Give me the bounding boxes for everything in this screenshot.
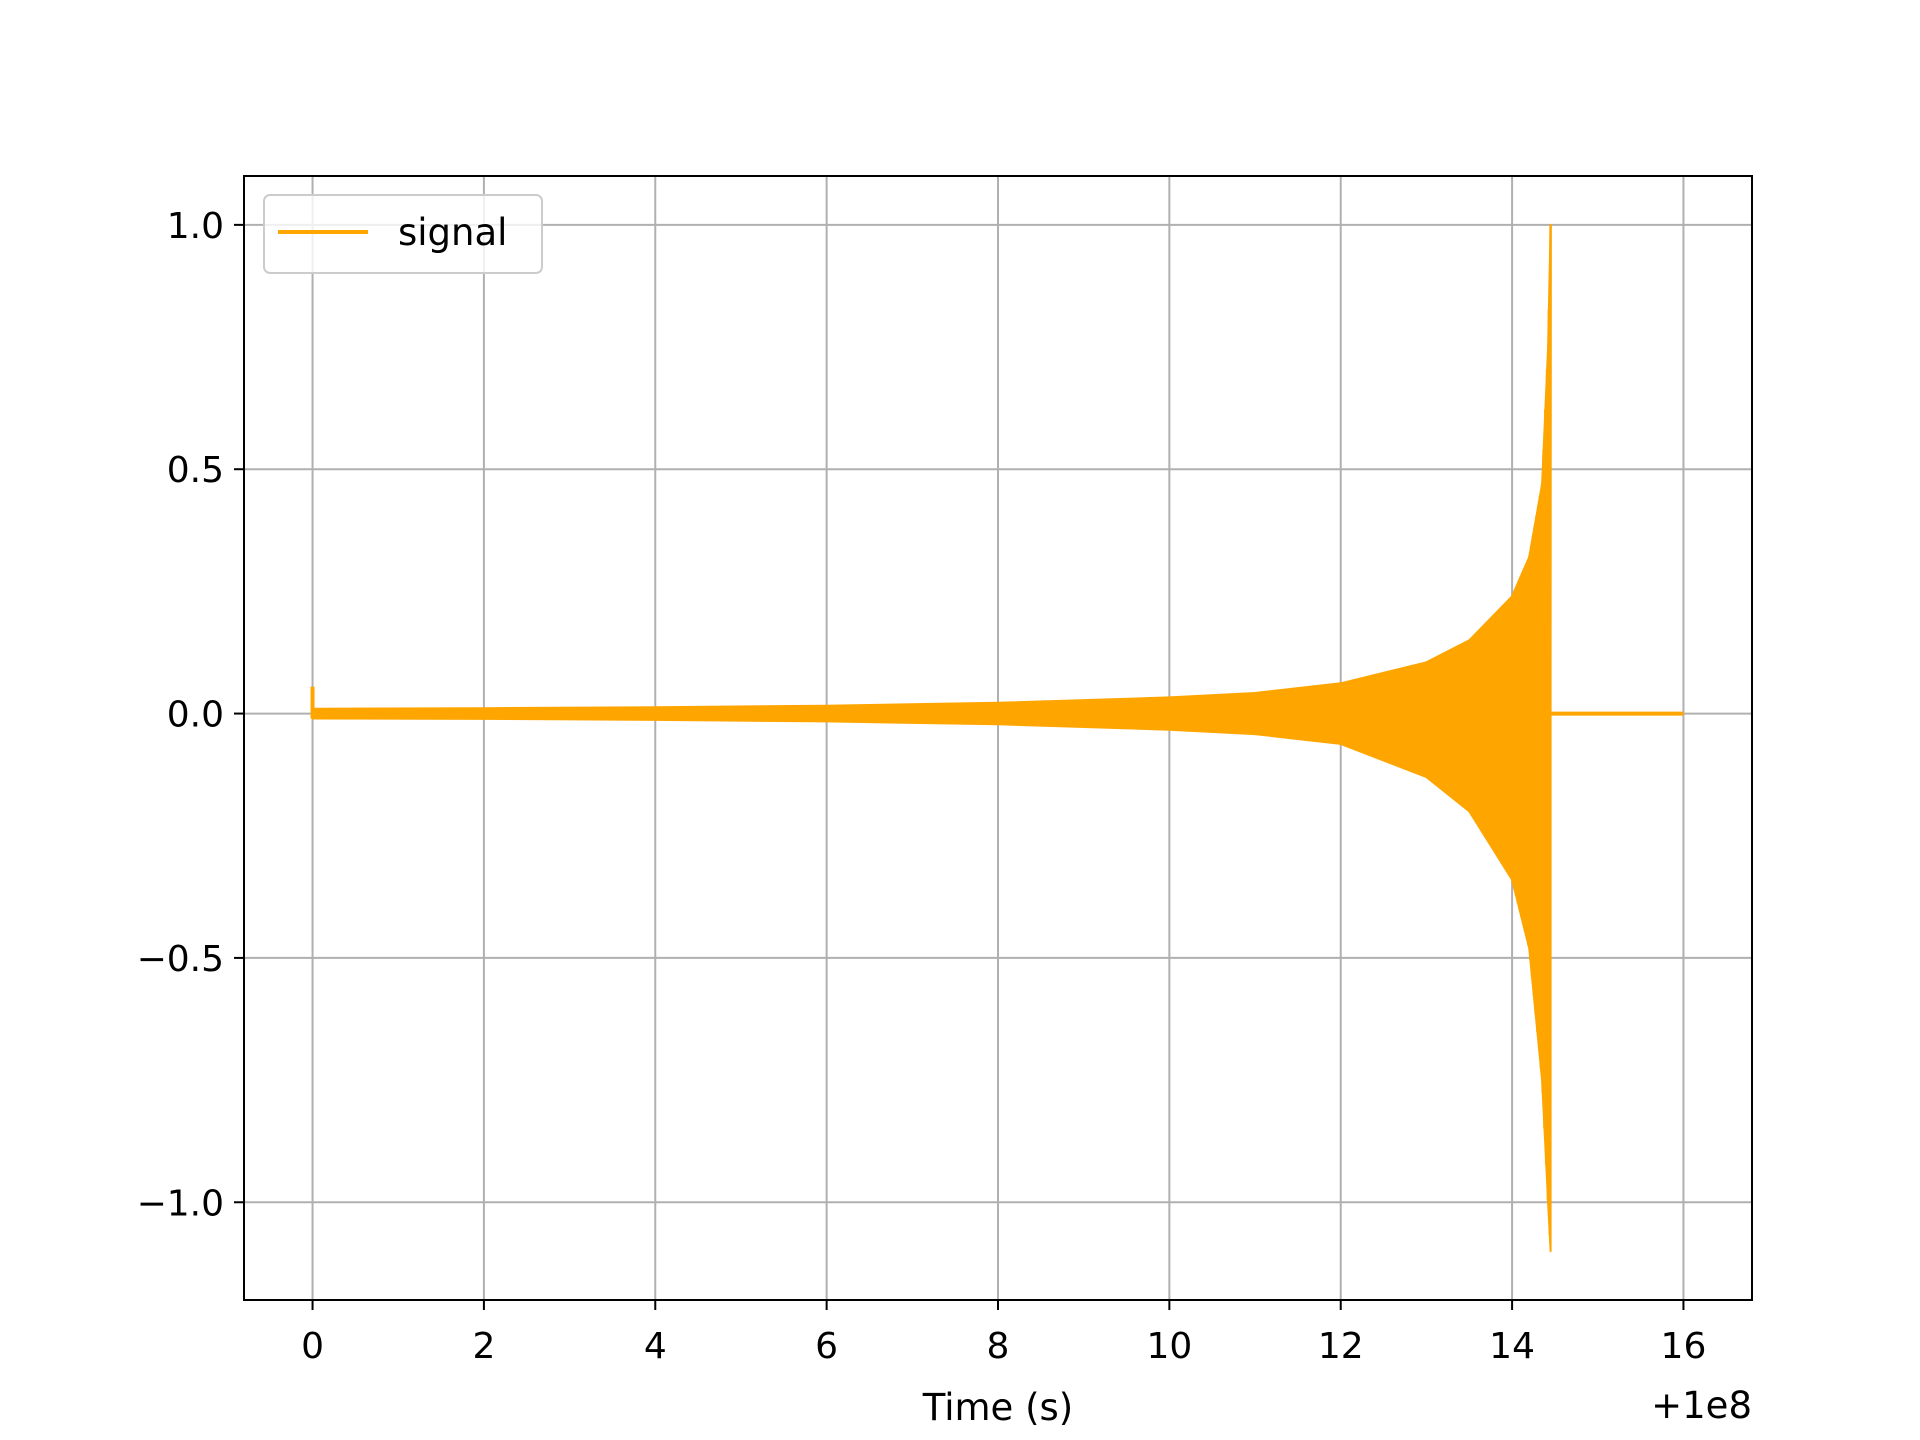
x-tick-label: 0 xyxy=(301,1326,324,1367)
y-tick-label: −1.0 xyxy=(137,1183,224,1224)
x-tick-label: 14 xyxy=(1489,1326,1535,1367)
x-axis: 0 2 4 6 8 10 12 14 16 xyxy=(301,1300,1706,1367)
legend-label-signal: signal xyxy=(398,211,507,254)
x-axis-label: Time (s) xyxy=(922,1386,1073,1429)
x-tick-label: 16 xyxy=(1661,1326,1707,1367)
x-tick-label: 10 xyxy=(1146,1326,1192,1367)
x-tick-label: 4 xyxy=(644,1326,667,1367)
legend-box xyxy=(263,194,543,274)
x-tick-label: 8 xyxy=(987,1326,1010,1367)
y-tick-label: −0.5 xyxy=(137,939,224,980)
y-tick-label: 0.0 xyxy=(167,695,224,736)
legend: signal xyxy=(263,194,543,274)
x-tick-label: 12 xyxy=(1318,1326,1364,1367)
x-tick-label: 6 xyxy=(815,1326,838,1367)
signal-oscillation xyxy=(311,224,1552,1235)
y-axis: −1.0 −0.5 0.0 0.5 1.0 xyxy=(137,206,244,1224)
y-tick-label: 1.0 xyxy=(167,206,224,247)
series-signal xyxy=(310,223,1684,1253)
y-tick-label: 0.5 xyxy=(167,450,224,491)
x-tick-label: 2 xyxy=(472,1326,495,1367)
x-axis-offset-label: +1e8 xyxy=(1651,1384,1752,1427)
